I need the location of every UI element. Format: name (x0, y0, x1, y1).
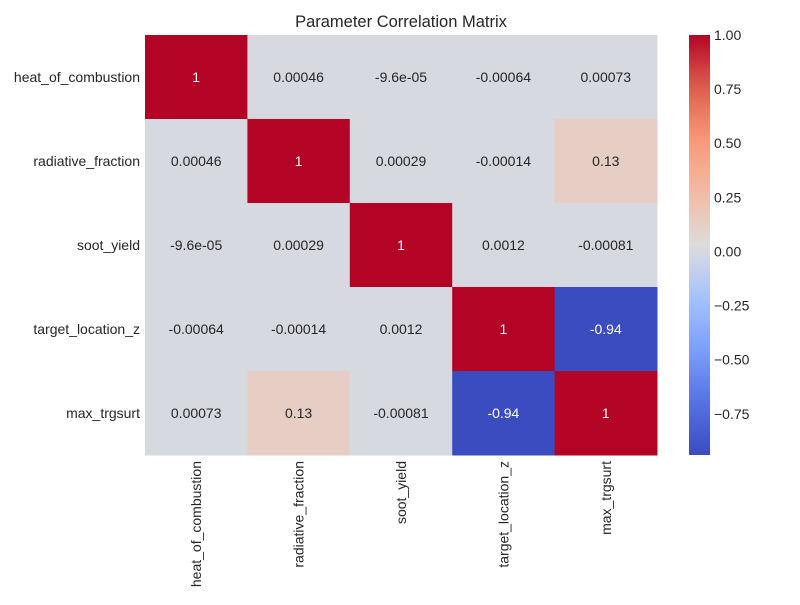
cell-annotation: 0.00029 (376, 153, 427, 169)
cell-annotation: 0.00046 (273, 69, 324, 85)
heatmap-cell (452, 35, 556, 120)
row-label: target_location_z (33, 321, 140, 337)
row-label: max_trgsurt (66, 405, 140, 421)
colorbar-tick-label: 0.50 (714, 135, 741, 151)
heatmap-cell (145, 35, 248, 120)
cell-annotation: 0.00029 (273, 237, 324, 253)
colorbar-tick-label: 0.25 (714, 189, 741, 205)
heatmap-cell (452, 371, 556, 456)
chart-title: Parameter Correlation Matrix (295, 13, 508, 31)
cell-annotation: 1 (602, 405, 610, 421)
row-label: heat_of_combustion (14, 69, 140, 85)
cell-annotation: -0.00014 (476, 153, 531, 169)
heatmap-cell (554, 35, 658, 120)
colorbar-ticks: 1.00 0.75 0.50 0.25 0.00 −0.25 −0.50 −0.75 (714, 27, 750, 422)
cell-annotation: -0.94 (487, 405, 519, 421)
column-label: heat_of_combustion (188, 461, 204, 587)
heatmap-cell (349, 371, 453, 456)
cell-annotation: 0.0012 (380, 321, 423, 337)
cell-annotation: -0.00064 (169, 321, 224, 337)
heatmap-cell (247, 35, 351, 120)
column-label: radiative_fraction (291, 461, 307, 568)
heatmap-cell (145, 371, 248, 456)
heatmap-cells: 1 0.00046 -9.6e-05 -0.00064 0.00073 0.00046 1 0… (145, 35, 658, 456)
heatmap-cell (452, 119, 556, 204)
heatmap-cell (349, 35, 453, 120)
heatmap-cell (452, 287, 556, 372)
colorbar-tick-label: 0.00 (714, 243, 741, 259)
colorbar-tick-label: −0.50 (714, 352, 750, 368)
heatmap-cell (349, 119, 453, 204)
heatmap-cell (554, 371, 658, 456)
heatmap-cell (145, 287, 248, 372)
column-labels: heat_of_combustion radiative_fraction soot… (188, 461, 614, 587)
colorbar-tick-label: 1.00 (714, 27, 741, 43)
heatmap-cell (247, 119, 351, 204)
heatmap-cell (554, 119, 658, 204)
heatmap-cell (452, 203, 556, 288)
heatmap-cell (247, 371, 351, 456)
cell-annotation: -0.00081 (578, 237, 633, 253)
cell-annotation: 1 (295, 153, 303, 169)
cell-annotation: 0.00073 (580, 69, 631, 85)
heatmap-cell (554, 287, 658, 372)
heatmap-cell (247, 203, 351, 288)
row-label: soot_yield (77, 237, 140, 253)
row-label: radiative_fraction (33, 153, 140, 169)
cell-annotation: 1 (397, 237, 405, 253)
cell-annotation: 1 (192, 69, 200, 85)
cell-annotation: -9.6e-05 (170, 237, 222, 253)
cell-annotation: -9.6e-05 (375, 69, 427, 85)
cell-annotation: -0.94 (590, 321, 622, 337)
column-label: max_trgsurt (598, 461, 614, 535)
cell-annotation: 1 (500, 321, 508, 337)
colorbar-tick-label: −0.25 (714, 298, 750, 314)
heatmap-cell (349, 287, 453, 372)
heatmap-cell (145, 119, 248, 204)
heatmap-cell (247, 287, 351, 372)
colorbar-tick-label: 0.75 (714, 81, 741, 97)
heatmap-cell (349, 203, 453, 288)
cell-annotation: -0.00064 (476, 69, 531, 85)
cell-annotation: 0.00046 (171, 153, 222, 169)
cell-annotation: -0.00081 (373, 405, 428, 421)
column-label: target_location_z (495, 461, 511, 568)
cell-annotation: -0.00014 (271, 321, 326, 337)
heatmap-cell (145, 203, 248, 288)
cell-annotation: 0.0012 (482, 237, 525, 253)
cell-annotation: 0.00073 (171, 405, 222, 421)
row-labels: heat_of_combustion radiative_fractionsoot… (14, 69, 140, 421)
cell-annotation: 0.13 (285, 405, 312, 421)
cell-annotation: 0.13 (592, 153, 619, 169)
heatmap-cell (554, 203, 658, 288)
column-label: soot_yield (393, 461, 409, 524)
colorbar (689, 35, 710, 455)
colorbar-tick-label: −0.75 (714, 406, 750, 422)
